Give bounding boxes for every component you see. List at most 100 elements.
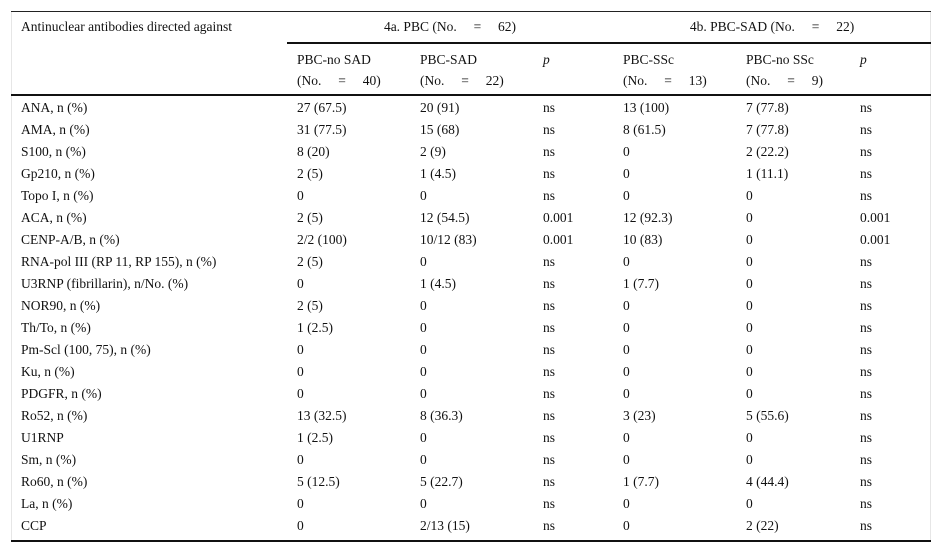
table-cell: 7 (77.8)	[746, 100, 789, 115]
table-cell: ns	[860, 496, 873, 511]
table-cell: 0	[746, 188, 753, 203]
table-cell: ns	[543, 254, 556, 269]
subcolumn-title: p	[543, 52, 550, 67]
row-label: Gp210, n (%)	[21, 166, 95, 181]
group-header-4a: 4a. PBC (No. = 62)	[383, 19, 517, 34]
table-cell: ns	[543, 386, 556, 401]
row-label: CCP	[21, 518, 47, 533]
table-cell: 0	[297, 386, 304, 401]
row-label: Ku, n (%)	[21, 364, 75, 379]
table-row: ACA, n (%) 2 (5) 12 (54.5) 0.001 12 (92.3) 0 0…	[0, 207, 942, 229]
table-cell: 3 (23)	[623, 408, 656, 423]
table-row: Ro52, n (%) 13 (32.5) 8 (36.3) ns 3 (23) 5 (5…	[0, 405, 942, 427]
table-cell: 0	[297, 518, 304, 533]
subcolumn-count: (No. = 40)	[297, 73, 381, 88]
row-label: Ro52, n (%)	[21, 408, 88, 423]
table-cell: 27 (67.5)	[297, 100, 347, 115]
row-label: Topo I, n (%)	[21, 188, 94, 203]
table-cell: ns	[860, 144, 873, 159]
row-label: ACA, n (%)	[21, 210, 87, 225]
table-row: CCP 0 2/13 (15) ns 0 2 (22) ns	[0, 515, 942, 537]
table-cell: 0.001	[860, 232, 891, 247]
table-cell: ns	[543, 452, 556, 467]
table-cell: 15 (68)	[420, 122, 460, 137]
header-rule	[11, 94, 931, 96]
subcolumn-header: p	[860, 49, 867, 70]
table-row: AMA, n (%) 31 (77.5) 15 (68) ns 8 (61.5) 7 (7…	[0, 119, 942, 141]
table-row: S100, n (%) 8 (20) 2 (9) ns 0 2 (22.2) ns	[0, 141, 942, 163]
table-bottom-rule	[11, 540, 931, 542]
table-cell: ns	[860, 166, 873, 181]
table-cell: ns	[860, 100, 873, 115]
table-cell: 0	[746, 496, 753, 511]
table-cell: 0	[746, 452, 753, 467]
row-label: PDGFR, n (%)	[21, 386, 102, 401]
table-cell: 0	[297, 364, 304, 379]
table-cell: 0	[746, 232, 753, 247]
subcolumn-title: PBC-SSc	[623, 52, 675, 67]
row-label-header: Antinuclear antibodies directed against	[21, 19, 233, 34]
table-cell: 0	[746, 386, 753, 401]
table-cell: 0	[746, 254, 753, 269]
table-cell: ns	[860, 342, 873, 357]
table-cell: ns	[543, 144, 556, 159]
table-cell: 0	[420, 496, 427, 511]
table-cell: 1 (4.5)	[420, 166, 456, 181]
table-cell: ns	[860, 386, 873, 401]
table-cell: 5 (22.7)	[420, 474, 463, 489]
table-cell: 0	[746, 364, 753, 379]
table-row: Gp210, n (%) 2 (5) 1 (4.5) ns 0 1 (11.1) ns	[0, 163, 942, 185]
table-cell: ns	[860, 408, 873, 423]
table-cell: 2 (5)	[297, 254, 323, 269]
table-cell: ns	[860, 254, 873, 269]
table-cell: 0	[746, 320, 753, 335]
table-row: PDGFR, n (%) 0 0 ns 0 0 ns	[0, 383, 942, 405]
table-cell: 0	[297, 342, 304, 357]
table-row: Pm-Scl (100, 75), n (%) 0 0 ns 0 0 ns	[0, 339, 942, 361]
table-cell: ns	[543, 122, 556, 137]
table-cell: 0	[420, 430, 427, 445]
table-cell: 0	[746, 342, 753, 357]
table-cell: ns	[860, 452, 873, 467]
row-label: ANA, n (%)	[21, 100, 88, 115]
table-row: NOR90, n (%) 2 (5) 0 ns 0 0 ns	[0, 295, 942, 317]
table-row: Ro60, n (%) 5 (12.5) 5 (22.7) ns 1 (7.7) 4 (4…	[0, 471, 942, 493]
table-cell: 0	[746, 210, 753, 225]
table-cell: ns	[543, 342, 556, 357]
table-cell: ns	[543, 276, 556, 291]
table-cell: 2 (9)	[420, 144, 446, 159]
table-cell: 0.001	[543, 210, 574, 225]
table-cell: 0	[746, 430, 753, 445]
subcolumn-title: p	[860, 52, 867, 67]
row-label: Ro60, n (%)	[21, 474, 88, 489]
table-cell: 8 (20)	[297, 144, 330, 159]
table-cell: ns	[860, 276, 873, 291]
table-cell: 0	[623, 452, 630, 467]
table-cell: ns	[860, 430, 873, 445]
table-cell: ns	[860, 320, 873, 335]
table-cell: 31 (77.5)	[297, 122, 347, 137]
table-cell: 1 (7.7)	[623, 276, 659, 291]
table-cell: 0	[623, 430, 630, 445]
subcolumn-title: PBC-SAD	[420, 52, 478, 67]
table-cell: 0	[746, 276, 753, 291]
table-cell: 0	[623, 342, 630, 357]
table-cell: 1 (11.1)	[746, 166, 789, 181]
table-cell: 2 (22)	[746, 518, 779, 533]
subcolumn-header: p	[543, 49, 550, 70]
subcolumn-header: PBC-SAD (No. = 22)	[420, 49, 504, 91]
table-cell: 1 (7.7)	[623, 474, 659, 489]
group-header-4b: 4b. PBC-SAD (No. = 22)	[689, 19, 855, 34]
table-cell: ns	[860, 298, 873, 313]
table-cell: 0	[420, 320, 427, 335]
table-cell: 1 (2.5)	[297, 320, 333, 335]
table-row: RNA-pol III (RP 11, RP 155), n (%) 2 (5) 0…	[0, 251, 942, 273]
table-cell: ns	[543, 408, 556, 423]
table-cell: 10/12 (83)	[420, 232, 477, 247]
table-cell: 1 (2.5)	[297, 430, 333, 445]
table-cell: 0	[297, 276, 304, 291]
table-cell: 0	[623, 144, 630, 159]
table-cell: 0	[297, 452, 304, 467]
table-cell: 5 (12.5)	[297, 474, 340, 489]
table-cell: 2 (5)	[297, 166, 323, 181]
